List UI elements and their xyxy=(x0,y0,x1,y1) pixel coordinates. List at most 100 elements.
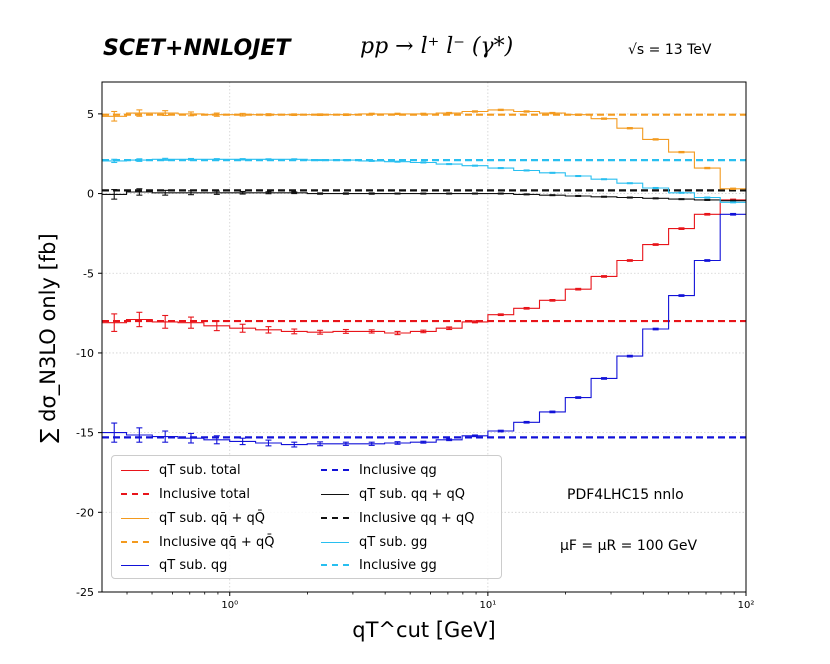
step-line-qg xyxy=(102,213,746,446)
errorbar-total xyxy=(394,330,401,336)
errorbar-total xyxy=(704,212,711,216)
errorbar-qqbar xyxy=(471,110,478,113)
errorbar-qq xyxy=(213,190,220,195)
errorbar-qg xyxy=(575,396,582,399)
legend-label: Inclusive qq + qQ xyxy=(359,510,475,526)
series-lines xyxy=(102,108,746,448)
errorbar-qg xyxy=(730,212,737,216)
errorbar-qqbar xyxy=(626,127,633,130)
errorbar-gg xyxy=(497,167,504,170)
step-line-qqbar xyxy=(102,109,746,190)
errorbar-gg xyxy=(291,158,298,161)
legend-label: Inclusive total xyxy=(159,486,251,502)
errorbar-qq xyxy=(265,191,272,195)
legend-item: Inclusive qq̄ + qQ̄ xyxy=(121,533,274,551)
errorbar-total xyxy=(497,313,504,317)
y-tick-label: -5 xyxy=(83,267,94,280)
step-line-gg xyxy=(102,158,746,203)
errorbar-qq xyxy=(420,192,427,195)
errorbar-qqbar xyxy=(265,113,272,117)
legend-swatch xyxy=(121,541,149,543)
errorbar-total xyxy=(652,243,659,246)
chart-title: SCET+NNLOJET xyxy=(103,36,291,61)
legend-swatch xyxy=(121,469,149,471)
legend-label: Inclusive gg xyxy=(359,557,437,573)
errorbar-qq xyxy=(111,189,118,200)
legend-swatch xyxy=(321,469,349,471)
errorbar-total xyxy=(265,326,272,334)
errorbar-qqbar xyxy=(213,112,220,117)
legend-label: qT sub. qg xyxy=(159,557,228,573)
errorbar-gg xyxy=(523,169,530,172)
errorbar-qq xyxy=(601,195,608,198)
legend-label: qT sub. qq + qQ xyxy=(359,486,465,502)
errorbar-qg xyxy=(317,441,324,447)
errorbar-qq xyxy=(446,192,453,195)
errorbar-qg xyxy=(652,327,659,331)
legend-item: qT sub. gg xyxy=(321,533,427,551)
errorbar-gg xyxy=(317,159,324,162)
step-line-total xyxy=(102,199,746,334)
legend-label: qT sub. qq̄ + qQ̄ xyxy=(159,510,265,526)
errorbar-qq xyxy=(187,190,194,196)
errorbar-qq xyxy=(291,191,298,195)
errorbar-total xyxy=(626,259,633,262)
legend-label: Inclusive qq̄ + qQ̄ xyxy=(159,534,275,550)
errorbar-gg xyxy=(704,196,711,199)
errorbar-qg xyxy=(162,430,169,443)
errorbar-qqbar xyxy=(317,113,324,117)
errorbar-gg xyxy=(730,201,737,204)
errorbar-qqbar xyxy=(730,187,737,190)
x-axis-label: qT^cut [GeV] xyxy=(352,618,496,642)
legend-swatch xyxy=(321,517,349,519)
errorbar-qqbar xyxy=(446,111,453,115)
legend-label: Inclusive qg xyxy=(359,462,437,478)
errorbar-total xyxy=(213,320,220,332)
errorbar-qq xyxy=(678,198,685,201)
errorbar-total xyxy=(239,323,246,333)
errorbar-gg xyxy=(446,163,453,166)
errorbar-total xyxy=(575,287,582,291)
errorbar-qqbar xyxy=(342,113,349,117)
errorbar-qqbar xyxy=(575,113,582,116)
errorbar-gg xyxy=(187,157,194,161)
legend-swatch xyxy=(321,541,349,543)
errorbar-total xyxy=(678,227,685,230)
errorbar-qq xyxy=(471,192,478,195)
errorbar-total xyxy=(523,306,530,310)
errorbar-qqbar xyxy=(420,112,427,116)
errorbar-qg xyxy=(368,441,375,446)
errorbar-qg xyxy=(213,435,220,445)
errorbar-qqbar xyxy=(678,150,685,154)
errorbar-qg xyxy=(239,437,246,446)
errorbar-qqbar xyxy=(601,117,608,120)
legend-swatch xyxy=(121,517,149,519)
errorbar-total xyxy=(601,275,608,278)
errorbar-total xyxy=(187,316,194,329)
y-tick-label: -25 xyxy=(76,586,94,599)
legend-item: Inclusive qg xyxy=(321,461,437,479)
errorbar-total xyxy=(111,313,118,332)
errorbar-qqbar xyxy=(549,111,556,115)
errorbar-qq xyxy=(626,196,633,199)
errorbar-qg xyxy=(678,294,685,297)
errorbar-qqbar xyxy=(704,166,711,170)
legend-swatch xyxy=(121,493,149,495)
errorbar-qqbar xyxy=(239,112,246,117)
errorbar-gg xyxy=(342,159,349,162)
errorbar-gg xyxy=(162,157,169,161)
x-tick-label: 10¹ xyxy=(480,600,497,611)
y-tick-label: -15 xyxy=(76,427,94,440)
legend: qT sub. total Inclusive total qT sub. qq… xyxy=(111,455,502,579)
errorbar-qg xyxy=(446,438,453,442)
errorbar-qg xyxy=(523,420,530,424)
errorbar-gg xyxy=(394,160,401,163)
errorbar-qqbar xyxy=(162,110,169,117)
errorbar-qg xyxy=(265,439,272,447)
legend-item: qT sub. qq̄ + qQ̄ xyxy=(121,509,265,527)
errorbar-gg xyxy=(601,178,608,181)
errorbar-gg xyxy=(549,171,556,174)
errorbar-qq xyxy=(368,192,375,195)
legend-item: qT sub. total xyxy=(121,461,241,479)
errorbar-qqbar xyxy=(136,109,143,117)
